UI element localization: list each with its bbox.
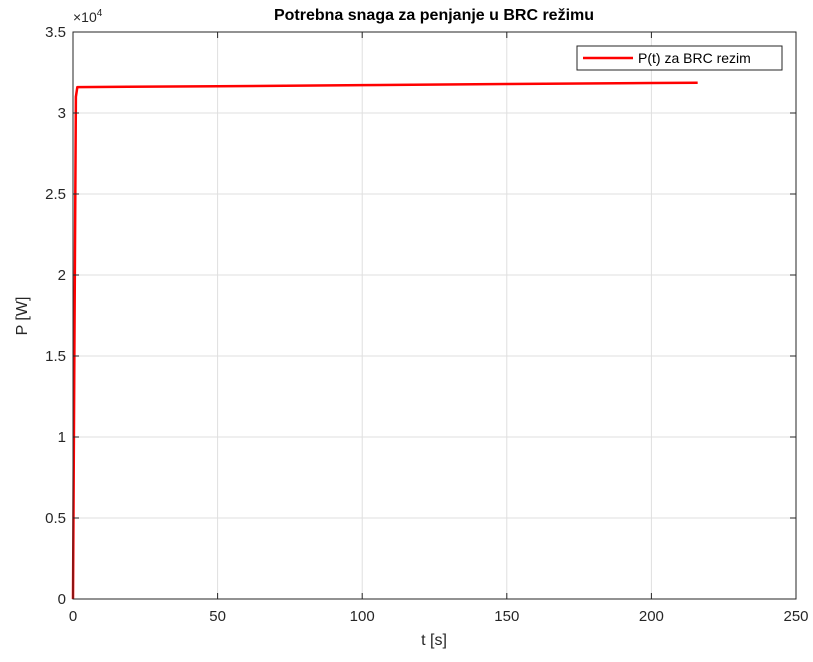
y-tick-label: 0 xyxy=(58,591,66,608)
y-axis-exponent-power: 4 xyxy=(97,8,103,19)
legend-entry-label: P(t) za BRC rezim xyxy=(638,50,751,66)
plot-area xyxy=(73,32,796,599)
x-axis-label: t [s] xyxy=(421,632,447,649)
y-tick-label: 3 xyxy=(58,105,66,122)
y-tick-label: 2 xyxy=(58,267,66,284)
y-axis-exponent: ×104 xyxy=(73,8,103,25)
grid xyxy=(73,32,796,599)
y-tick-label: 1 xyxy=(58,429,66,446)
series-layer xyxy=(71,81,698,600)
x-tick-label: 200 xyxy=(639,608,664,625)
chart-title: Potrebna snaga za penjanje u BRC režimu xyxy=(274,7,594,24)
x-tick-label: 150 xyxy=(494,608,519,625)
x-tick-label: 50 xyxy=(209,608,226,625)
series-line xyxy=(71,81,698,600)
plot-border xyxy=(72,31,797,600)
y-ticks: 0 0.5 1 1.5 2 2.5 3 3.5 xyxy=(45,24,796,608)
x-tick-label: 100 xyxy=(350,608,375,625)
legend[interactable]: P(t) za BRC rezim xyxy=(576,45,783,71)
y-tick-label: 1.5 xyxy=(45,348,66,365)
y-axis-exponent-base: ×10 xyxy=(73,9,97,25)
y-tick-label: 2.5 xyxy=(45,186,66,203)
y-tick-label: 3.5 xyxy=(45,24,66,41)
x-tick-label: 0 xyxy=(69,608,77,625)
y-axis-label: P [W] xyxy=(14,297,31,336)
x-tick-label: 250 xyxy=(783,608,808,625)
y-tick-label: 0.5 xyxy=(45,510,66,527)
x-ticks: 0 50 100 150 200 250 xyxy=(69,32,809,625)
